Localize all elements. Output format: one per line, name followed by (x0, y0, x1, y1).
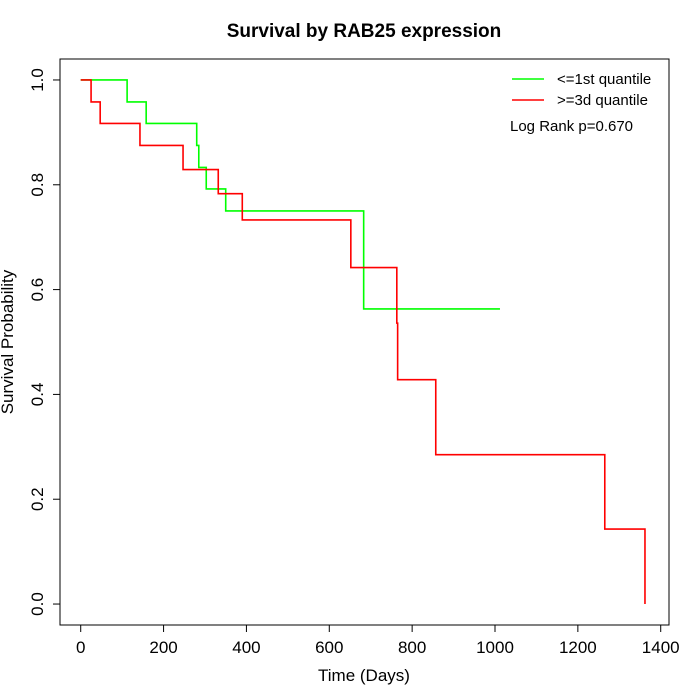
legend-label: >=3d quantile (557, 92, 648, 109)
y-tick-label: 0.8 (28, 173, 47, 197)
x-tick-label: 1000 (476, 638, 514, 657)
y-tick-label: 1.0 (28, 68, 47, 92)
log-rank-annotation: Log Rank p=0.670 (510, 118, 633, 135)
plot-frame (59, 58, 670, 626)
x-tick-label: 0 (76, 638, 85, 657)
x-axis-label: Time (Days) (318, 666, 410, 685)
series-layer (80, 79, 646, 605)
y-tick-label: 0.2 (28, 487, 47, 511)
x-tick-label: 600 (315, 638, 343, 657)
y-tick-label: 0.6 (28, 278, 47, 302)
chart-title: Survival by RAB25 expression (227, 21, 502, 42)
x-tick-label: 1400 (642, 638, 680, 657)
km-curve-series-1 (80, 79, 500, 310)
y-axis-label: Survival Probability (0, 269, 17, 414)
legend-label: <=1st quantile (557, 71, 651, 88)
y-tick-label: 0.0 (28, 592, 47, 616)
x-axis: 0 200 400 600 800 1000 1200 1400 (76, 625, 680, 657)
km-curve-series-2 (80, 79, 646, 605)
x-tick-label: 200 (149, 638, 177, 657)
legend: <=1st quantile >=3d quantile (512, 71, 651, 109)
y-tick-label: 0.4 (28, 383, 47, 407)
y-axis: 0.0 0.2 0.4 0.6 0.8 1.0 (28, 68, 60, 616)
x-tick-label: 400 (232, 638, 260, 657)
x-tick-label: 800 (398, 638, 426, 657)
x-tick-label: 1200 (559, 638, 597, 657)
